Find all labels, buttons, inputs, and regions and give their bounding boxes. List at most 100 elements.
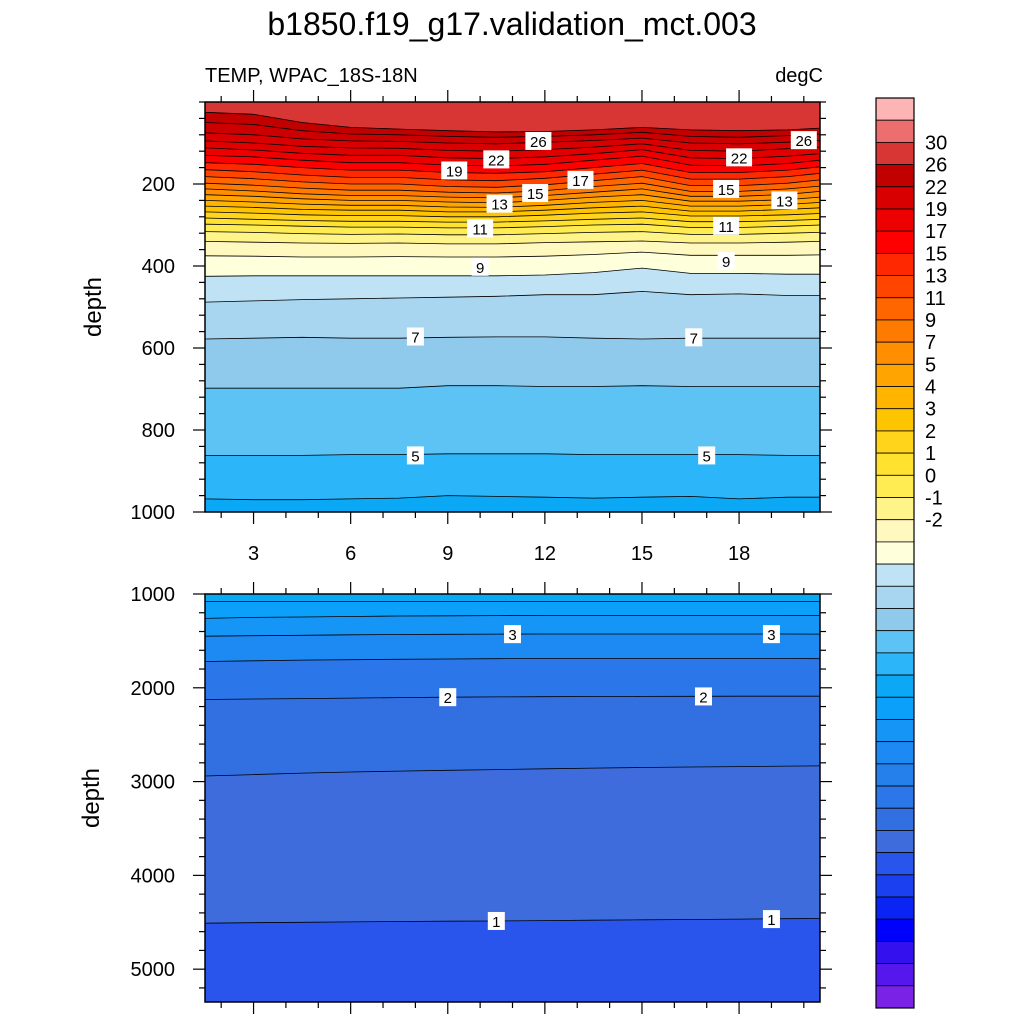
y-tick-label: 400: [142, 256, 175, 278]
colorbar-swatch: [875, 719, 915, 743]
contour-label-box: [487, 911, 505, 930]
contour-line: [204, 267, 820, 277]
contour-label-box: [522, 184, 549, 203]
contour-line: [205, 453, 820, 456]
contour-label: 9: [476, 260, 484, 277]
colorbar-label: -2: [925, 510, 943, 532]
contour-band: [204, 695, 821, 777]
x-tick-label: 15: [631, 543, 653, 565]
contour-label: 26: [795, 133, 812, 150]
contour-label-box: [694, 687, 712, 706]
colorbar-swatch: [875, 230, 915, 254]
contour-label: 22: [488, 152, 505, 169]
y-tick-label: 200: [142, 174, 175, 196]
colorbar-swatch: [875, 97, 915, 121]
contour-line: [204, 918, 821, 924]
contour-label: 1: [767, 912, 775, 929]
colorbar-swatch: [875, 497, 915, 521]
colorbar-swatch: [875, 918, 915, 942]
colorbar-swatch: [875, 452, 915, 476]
contour-line: [204, 199, 821, 208]
colorbar-swatch: [875, 164, 915, 188]
y-tick-label: 1000: [131, 502, 176, 524]
contour-label-box: [717, 252, 735, 271]
contour-label: 11: [718, 219, 734, 236]
y-tick-label: 2000: [131, 678, 176, 700]
upper-ylabel: depth: [80, 277, 107, 337]
contour-label-box: [471, 257, 489, 276]
contour-label: 26: [530, 134, 547, 151]
colorbar-swatch: [875, 696, 915, 720]
contour-label: 1: [492, 914, 500, 931]
contour-label: 11: [472, 221, 488, 238]
colorbar-swatch: [875, 141, 915, 165]
contour-band: [204, 385, 821, 456]
colorbar-label: 17: [925, 221, 947, 243]
contour-label-box: [713, 179, 740, 198]
contour-band: [204, 658, 821, 700]
contour-lines: [204, 601, 821, 924]
y-tick-label: 5000: [131, 959, 176, 981]
colorbar-swatch: [875, 585, 915, 609]
contour-line: [204, 658, 821, 662]
contour-label-box: [713, 216, 740, 235]
colorbar-swatch: [875, 208, 915, 232]
contour-band: [204, 453, 821, 501]
contour-label: 19: [446, 163, 463, 180]
colorbar-swatch: [875, 785, 915, 809]
colorbar-swatch: [875, 297, 915, 321]
colorbar-label: 4: [925, 377, 936, 399]
contour-label-box: [439, 688, 457, 707]
contour-label-box: [762, 910, 780, 929]
contour-line: [204, 132, 821, 145]
panel-subtitle: TEMP, WPAC_18S-18N: [205, 65, 418, 87]
contour-label: 15: [527, 186, 544, 203]
colorbar-swatch: [875, 830, 915, 854]
lower-ylabel: depth: [78, 768, 105, 828]
colorbar-label: 7: [925, 332, 936, 354]
contour-label-box: [762, 625, 780, 644]
colorbar-label: 0: [925, 465, 936, 487]
contour-label: 9: [722, 254, 730, 271]
contour-label: 13: [776, 193, 793, 210]
colorbar-swatch: [875, 807, 915, 831]
colorbar-swatch: [875, 363, 915, 387]
contour-label-box: [698, 446, 716, 465]
x-tick-label: 3: [248, 543, 259, 565]
contour-line: [204, 205, 821, 213]
contour-line: [204, 695, 820, 700]
lower-panel: 1000 2000 3000 4000 5000 3 3 2 2 1 1: [131, 582, 832, 1014]
x-tick-label: 18: [728, 543, 750, 565]
colorbar-swatch: [875, 341, 915, 365]
colorbar-label: -1: [925, 488, 943, 510]
colorbar-label: 5: [925, 354, 936, 376]
colorbar-swatch: [875, 119, 915, 143]
contour-line: [204, 290, 820, 303]
y-tick-label: 4000: [131, 865, 176, 887]
colorbar-label: 30: [925, 132, 947, 154]
contour-band: [204, 918, 821, 1003]
colorbar-swatch: [875, 852, 915, 876]
contour-label: 15: [718, 182, 735, 199]
y-tick-label: 800: [142, 420, 175, 442]
colorbar-label: 2: [925, 421, 936, 443]
colorbar-label: 22: [925, 177, 947, 199]
colorbar-swatch: [875, 386, 915, 410]
colorbar-label: 15: [925, 243, 947, 265]
contour-label-box: [406, 446, 424, 465]
contour-line: [204, 240, 821, 245]
contour-label-box: [486, 194, 513, 213]
colorbar-label: 3: [925, 399, 936, 421]
contour-label: 7: [690, 330, 698, 347]
contour-label-box: [406, 327, 424, 346]
colorbar-swatch: [875, 319, 915, 343]
colorbar-swatch: [875, 474, 915, 498]
contour-label: 3: [767, 627, 775, 644]
colorbar-swatch: [875, 963, 915, 987]
colorbar-swatch: [875, 252, 915, 276]
contour-band: [204, 765, 821, 924]
y-tick-label: 3000: [131, 772, 176, 794]
colorbar-swatch: [875, 541, 915, 565]
upper-panel: 3 6 9 12 15 18 200 400 600 800 1000 26 26 22 22 19 17 15 1…: [131, 90, 832, 565]
